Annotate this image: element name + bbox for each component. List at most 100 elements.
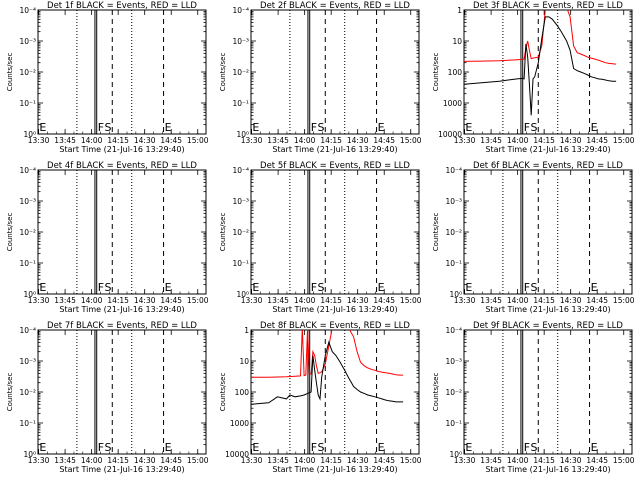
- x-tick-label: 15:00: [187, 296, 209, 305]
- x-axis-label: Start Time (21-Jul-16 13:29:40): [485, 305, 610, 314]
- y-tick-label: 10⁻⁵: [19, 0, 36, 2]
- x-tick-label: 14:30: [560, 456, 582, 465]
- lld-rate-line: [251, 330, 404, 378]
- lld-rate-line: [464, 10, 617, 65]
- y-tick-label: 10⁻¹: [445, 419, 462, 428]
- x-tick-label: 13:45: [480, 296, 502, 305]
- x-tick-label: 14:00: [507, 296, 529, 305]
- y-axis-label: Counts/sec: [432, 373, 440, 412]
- x-tick-label: 13:45: [480, 136, 502, 145]
- y-tick-label: 10⁻⁴: [445, 326, 462, 335]
- marker-label: E: [378, 121, 385, 134]
- marker-label: E: [39, 441, 46, 454]
- y-tick-label: 10⁻¹: [19, 419, 36, 428]
- marker-label: F: [98, 441, 104, 454]
- x-tick-label: 14:45: [586, 136, 608, 145]
- marker-label: S: [530, 281, 537, 294]
- chart-panel-7: Det 7f BLACK = Events, RED = LLD 10⁰ 10⁻¹ 1…: [6, 0, 209, 474]
- y-tick-label: 10⁻³: [19, 197, 36, 206]
- chart-panel-8: Det 8f BLACK = Events, RED = LLD 10000 100…: [219, 321, 422, 474]
- marker-label: S: [530, 121, 537, 134]
- y-axis-label: Counts/sec: [219, 373, 227, 412]
- y-tick-label: 10⁻³: [19, 357, 36, 366]
- x-tick-label: 14:30: [560, 296, 582, 305]
- y-tick-label: 10⁻³: [232, 37, 249, 46]
- y-tick-label: 10⁻⁴: [19, 6, 36, 15]
- x-tick-label: 14:30: [560, 136, 582, 145]
- marker-label: F: [524, 121, 530, 134]
- y-tick-label: 10⁻⁵: [232, 0, 249, 2]
- y-axis-label: Counts/sec: [219, 213, 227, 252]
- chart-title: Det 3f BLACK = Events, RED = LLD: [473, 1, 623, 11]
- plot-frame: [37, 9, 207, 135]
- chart-title: Det 8f BLACK = Events, RED = LLD: [260, 321, 410, 331]
- marker-label: E: [591, 121, 598, 134]
- y-tick-label: 10⁻²: [232, 68, 249, 77]
- y-tick-label: 10⁻⁴: [19, 166, 36, 175]
- y-tick-label: 10⁻¹: [445, 259, 462, 268]
- y-tick-label: 10⁻²: [445, 388, 462, 397]
- chart-title: Det 7f BLACK = Events, RED = LLD: [47, 321, 197, 331]
- x-tick-label: 14:00: [81, 296, 103, 305]
- y-tick-label: 100: [235, 388, 250, 397]
- x-tick-label: 14:00: [294, 296, 316, 305]
- x-tick-label: 13:45: [54, 456, 76, 465]
- y-tick-label: 10: [452, 37, 462, 46]
- y-tick-label: 10⁻¹: [19, 259, 36, 268]
- y-tick-label: 1: [244, 326, 249, 335]
- x-tick-label: 14:30: [347, 296, 369, 305]
- y-tick-label: 10⁰: [236, 130, 249, 139]
- x-axis-label: Start Time (21-Jul-16 13:29:40): [272, 305, 397, 314]
- y-tick-label: 1: [457, 6, 462, 15]
- plot-frame: [37, 329, 207, 455]
- x-tick-label: 14:00: [507, 136, 529, 145]
- x-tick-label: 13:45: [267, 296, 289, 305]
- chart-title: Det 2f BLACK = Events, RED = LLD: [260, 1, 410, 11]
- x-tick-label: 13:30: [454, 456, 476, 465]
- x-tick-label: 14:15: [533, 296, 555, 305]
- y-tick-label: 10⁻⁵: [445, 0, 462, 2]
- y-tick-label: 1000: [443, 99, 462, 108]
- marker-label: E: [252, 281, 259, 294]
- x-tick-label: 14:45: [586, 296, 608, 305]
- x-tick-label: 15:00: [400, 456, 422, 465]
- chart-title: Det 6f BLACK = Events, RED = LLD: [473, 161, 623, 171]
- marker-label: S: [530, 441, 537, 454]
- x-axis-label: Start Time (21-Jul-16 13:29:40): [59, 145, 184, 154]
- plot-frame: [463, 329, 633, 455]
- chart-title: Det 9f BLACK = Events, RED = LLD: [473, 321, 623, 331]
- y-tick-label: 10⁻⁵: [19, 0, 36, 2]
- y-axis-label: Counts/sec: [6, 53, 14, 92]
- chart-panel-3: Det 3f BLACK = Events, RED = LLD 10000 100…: [432, 1, 635, 154]
- y-tick-label: 10⁻¹: [19, 99, 36, 108]
- y-tick-label: 10⁰: [23, 130, 36, 139]
- y-tick-label: 10⁻³: [445, 197, 462, 206]
- y-tick-label: 10: [239, 357, 249, 366]
- x-tick-label: 13:30: [454, 296, 476, 305]
- x-tick-label: 15:00: [613, 456, 635, 465]
- x-axis-label: Start Time (21-Jul-16 13:29:40): [485, 465, 610, 474]
- chart-panel-2: Det 2f BLACK = Events, RED = LLD 10⁰ 10⁻¹ 1…: [219, 0, 422, 154]
- y-tick-label: 10⁻¹: [232, 99, 249, 108]
- plot-frame: [463, 9, 633, 135]
- x-tick-label: 14:00: [81, 136, 103, 145]
- x-tick-label: 14:15: [533, 136, 555, 145]
- plot-frame: [250, 169, 420, 295]
- x-tick-label: 13:30: [454, 136, 476, 145]
- y-tick-label: 1000: [230, 419, 249, 428]
- x-tick-label: 13:45: [54, 296, 76, 305]
- y-tick-label: 10⁻⁵: [19, 0, 36, 2]
- y-tick-label: 100: [448, 68, 463, 77]
- x-tick-label: 15:00: [613, 136, 635, 145]
- marker-label: E: [465, 121, 472, 134]
- x-tick-label: 14:30: [134, 456, 156, 465]
- y-axis-label: Counts/sec: [219, 53, 227, 92]
- y-tick-label: 10⁰: [23, 450, 36, 459]
- chart-title: Det 5f BLACK = Events, RED = LLD: [260, 161, 410, 171]
- x-tick-label: 14:15: [107, 296, 129, 305]
- x-tick-label: 15:00: [187, 456, 209, 465]
- marker-label: F: [311, 281, 317, 294]
- x-tick-label: 14:00: [507, 456, 529, 465]
- x-tick-label: 14:45: [160, 456, 182, 465]
